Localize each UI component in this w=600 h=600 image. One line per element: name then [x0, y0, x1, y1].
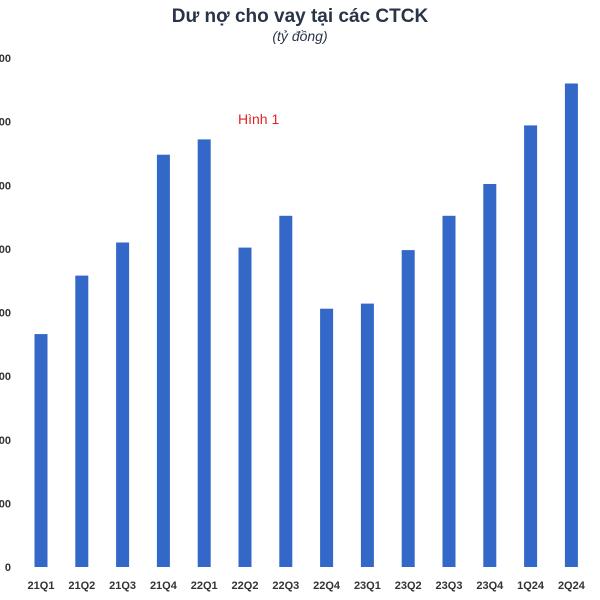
bar-22Q1: [197, 139, 211, 567]
x-tick-label: 23Q4: [476, 580, 504, 592]
y-axis: 0000000000000000000000000: [0, 53, 11, 574]
bar-23Q1: [360, 303, 374, 567]
x-tick-label: 22Q4: [313, 580, 341, 592]
bar-22Q2: [238, 247, 252, 567]
x-tick-label: 2Q24: [558, 580, 586, 592]
chart-title: Dư nợ cho vay tại các CTCK: [171, 6, 429, 27]
y-tick-label: 000: [0, 371, 11, 383]
x-tick-label: 21Q1: [28, 580, 55, 592]
bars-group: [34, 83, 578, 568]
y-tick-label: 000: [0, 308, 11, 320]
bar-22Q4: [320, 308, 334, 567]
bar-23Q3: [442, 215, 456, 568]
bar-21Q3: [116, 242, 130, 567]
chart-subtitle: (tỷ đồng): [272, 28, 328, 44]
bar-23Q4: [483, 184, 497, 567]
bar-21Q2: [75, 275, 89, 567]
x-tick-label: 22Q1: [191, 580, 218, 592]
x-tick-label: 1Q24: [517, 580, 545, 592]
x-tick-label: 23Q1: [354, 580, 381, 592]
bar-2Q24: [564, 83, 578, 567]
y-tick-label: 000: [0, 53, 11, 65]
bar-1Q24: [524, 125, 538, 568]
x-tick-label: 23Q2: [395, 580, 422, 592]
x-tick-label: 22Q2: [232, 580, 259, 592]
y-tick-label: 000: [0, 498, 11, 510]
bar-21Q4: [156, 154, 170, 567]
chart-annotation: Hình 1: [238, 111, 280, 127]
x-tick-label: 23Q3: [436, 580, 463, 592]
bar-21Q1: [34, 334, 48, 567]
x-tick-label: 21Q4: [150, 580, 178, 592]
y-tick-label: 000: [0, 180, 11, 192]
x-tick-label: 22Q3: [272, 580, 299, 592]
y-tick-label: 000: [0, 117, 11, 129]
y-tick-label: 000: [0, 244, 11, 256]
bar-22Q3: [279, 215, 293, 568]
x-tick-label: 21Q3: [109, 580, 136, 592]
x-tick-label: 21Q2: [68, 580, 95, 592]
y-tick-label: 0: [5, 562, 11, 574]
x-axis: 21Q1 21Q2 21Q3 21Q4 22Q1 22Q2 22Q3 22Q4 23Q1 23Q2…: [28, 580, 586, 592]
y-tick-label: 000: [0, 435, 11, 447]
bar-23Q2: [401, 250, 415, 567]
